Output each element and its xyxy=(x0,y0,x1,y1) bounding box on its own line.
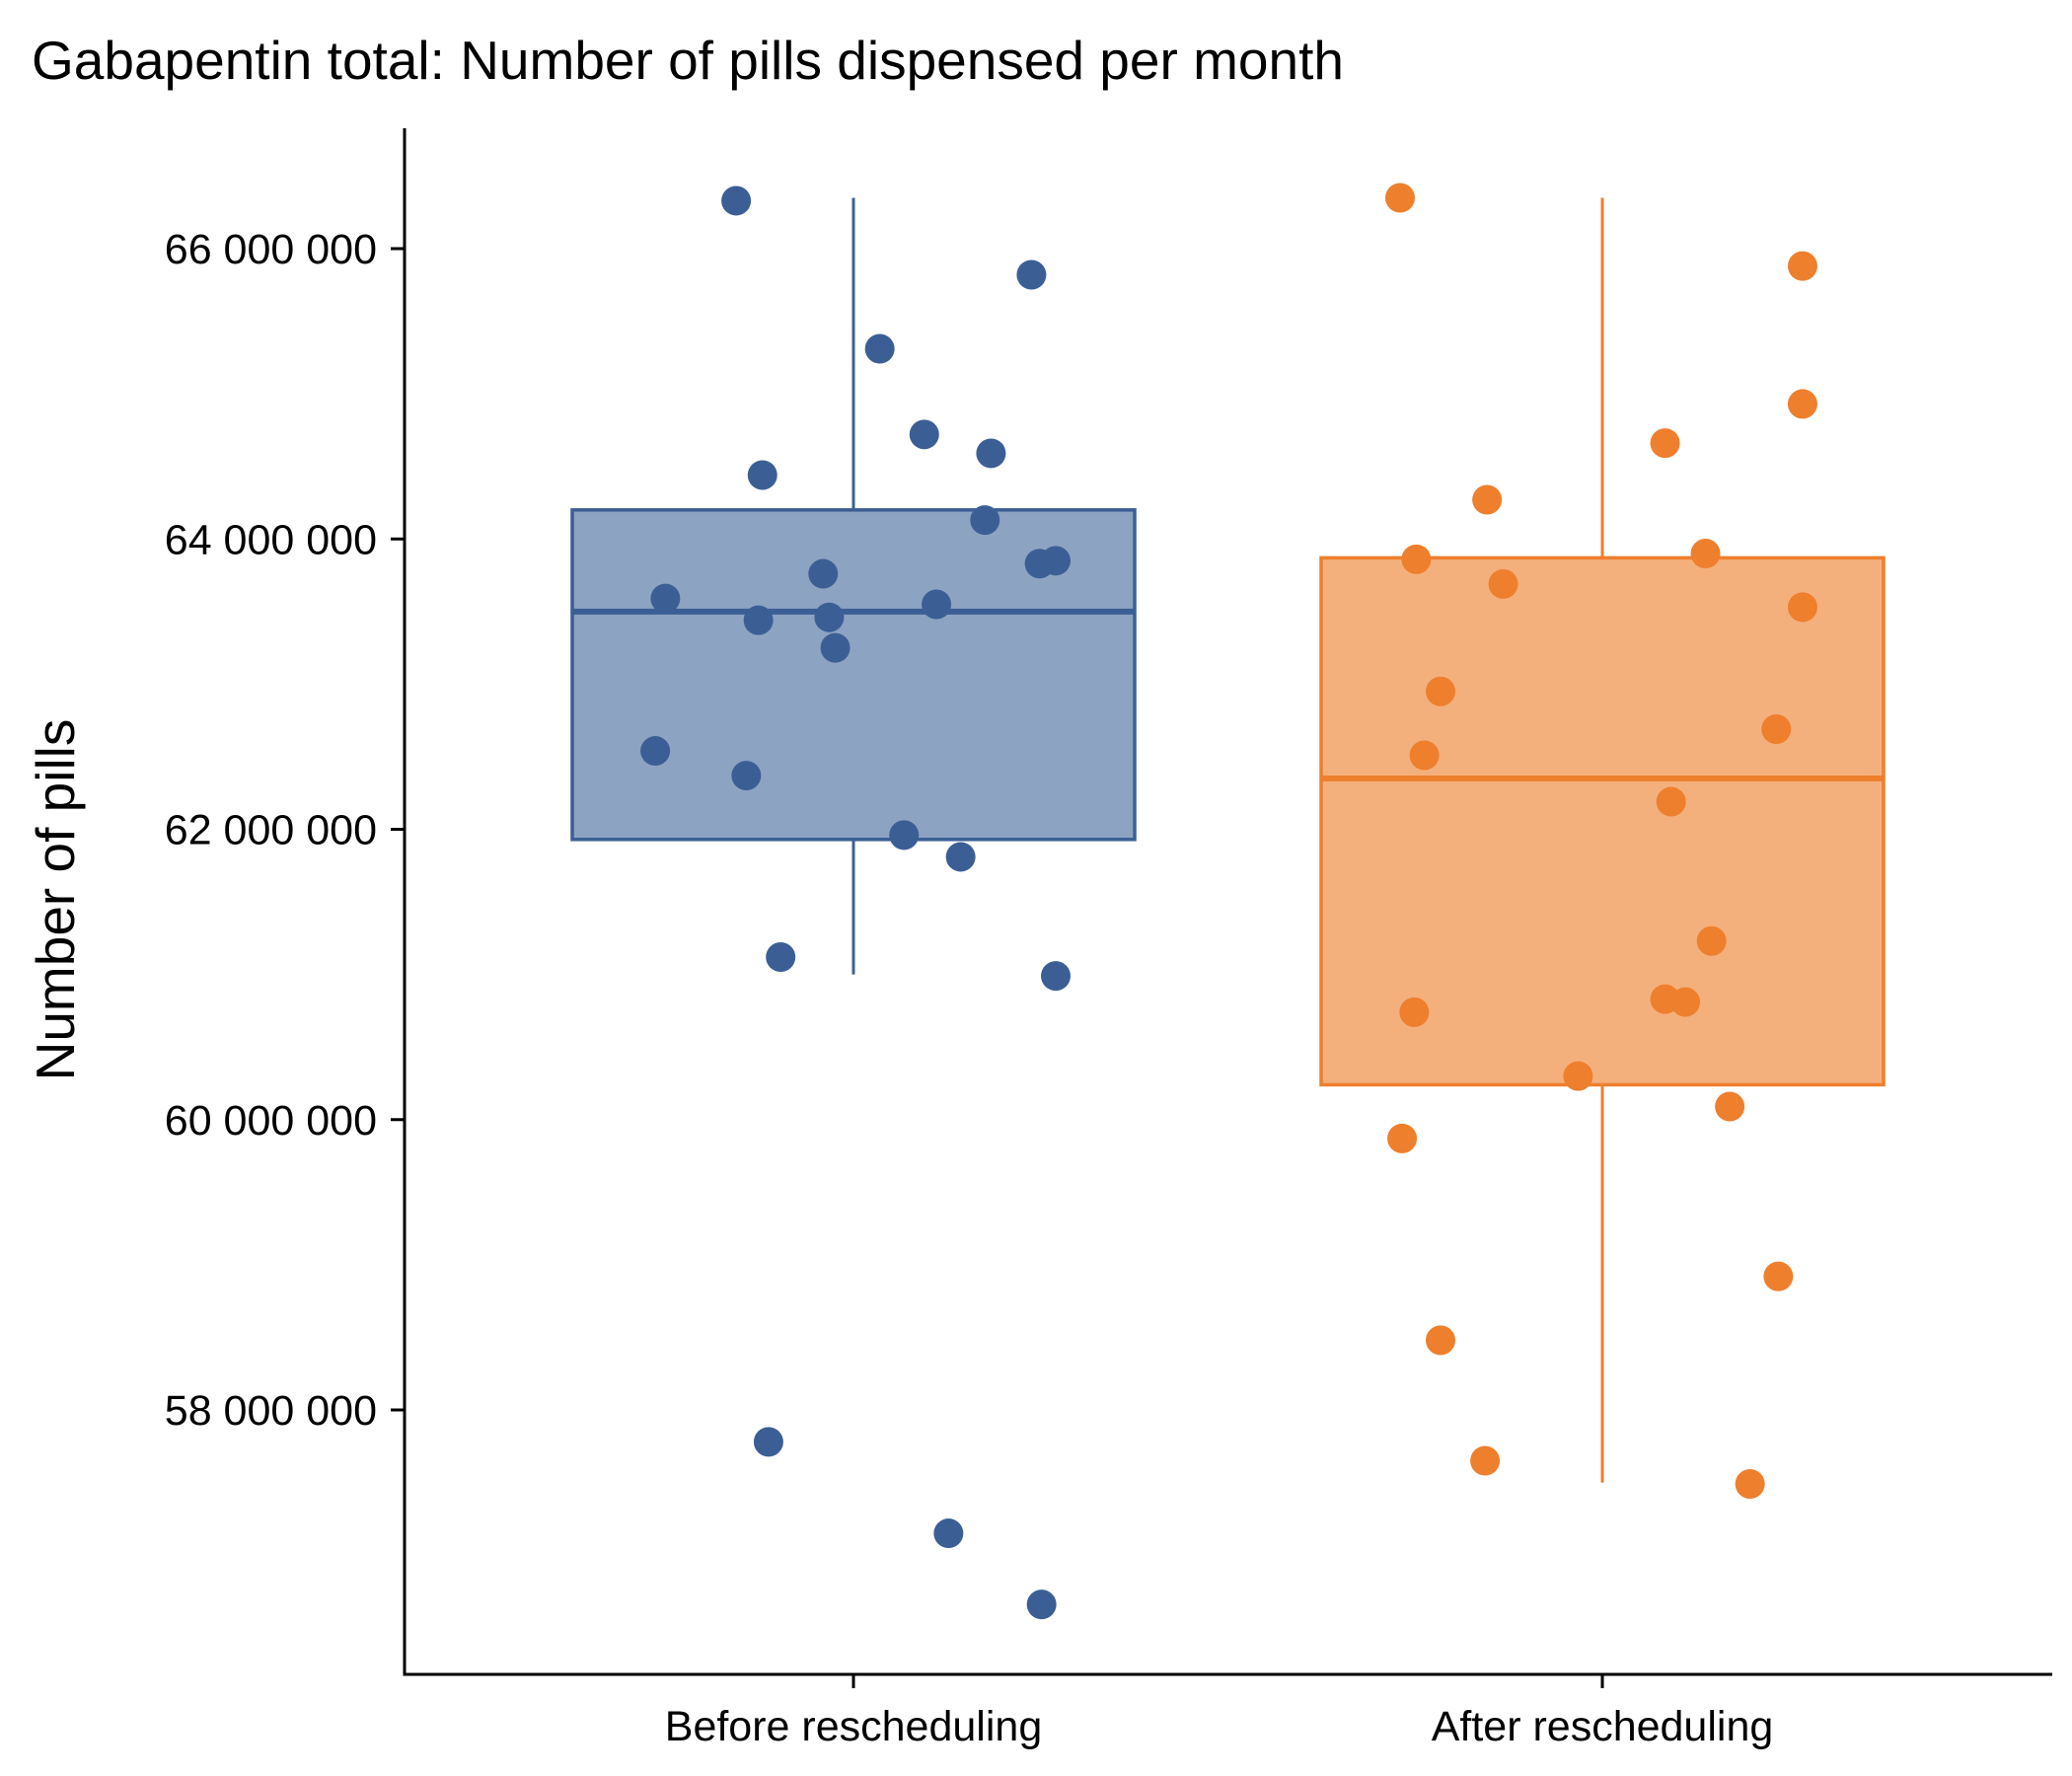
y-tick-label: 60 000 000 xyxy=(165,1097,377,1145)
data-point-after xyxy=(1426,1325,1455,1356)
data-point-before xyxy=(820,632,851,663)
data-point-before xyxy=(1026,1590,1057,1620)
data-point-before xyxy=(909,419,939,450)
y-tick-label: 66 000 000 xyxy=(165,226,377,273)
data-point-before xyxy=(747,460,777,490)
data-point-after xyxy=(1670,987,1701,1017)
y-tick-label: 62 000 000 xyxy=(165,807,377,854)
plot-area xyxy=(570,183,1886,1620)
data-point-after xyxy=(1488,568,1518,599)
data-point-after xyxy=(1470,1445,1501,1476)
data-point-after xyxy=(1387,1123,1418,1153)
data-point-after xyxy=(1696,925,1727,956)
data-point-after xyxy=(1385,183,1415,213)
data-point-after xyxy=(1761,713,1792,744)
chart-title: Gabapentin total: Number of pills dispen… xyxy=(32,30,1344,91)
data-point-after xyxy=(1399,997,1430,1027)
box-after xyxy=(1319,555,1886,1087)
data-point-after xyxy=(1650,428,1680,459)
data-point-before xyxy=(743,605,774,635)
data-point-before xyxy=(1016,259,1047,290)
data-point-before xyxy=(922,589,952,620)
data-point-after xyxy=(1690,538,1721,568)
data-point-after xyxy=(1715,1091,1745,1122)
data-point-before xyxy=(753,1427,783,1457)
x-tick-label: After rescheduling xyxy=(1432,1703,1774,1750)
data-point-before xyxy=(1041,961,1071,992)
data-point-before xyxy=(970,505,1000,536)
series-before xyxy=(570,185,1137,1620)
x-tick-label: Before rescheduling xyxy=(665,1703,1042,1750)
data-point-before xyxy=(864,333,895,364)
data-point-after xyxy=(1563,1061,1593,1091)
data-point-before xyxy=(640,736,671,767)
data-point-after xyxy=(1763,1261,1794,1292)
data-point-before xyxy=(650,583,681,614)
data-point-before xyxy=(766,941,796,972)
data-point-after xyxy=(1735,1469,1765,1500)
data-point-before xyxy=(889,820,920,851)
data-point-after xyxy=(1472,484,1503,515)
data-point-before xyxy=(808,558,839,589)
data-point-before xyxy=(731,761,762,791)
y-axis-label: Number of pills xyxy=(25,719,86,1081)
data-point-after xyxy=(1787,389,1817,419)
data-point-before xyxy=(814,602,845,632)
data-point-after xyxy=(1426,676,1455,706)
data-point-after xyxy=(1409,740,1440,771)
data-point-after xyxy=(1787,251,1817,281)
data-point-before xyxy=(933,1518,964,1549)
data-point-before xyxy=(945,842,976,872)
axes: 58 000 000 60 000 000 62 000 000 64 000 000… xyxy=(165,128,2052,1750)
y-tick-label: 58 000 000 xyxy=(165,1387,377,1435)
data-point-before xyxy=(976,438,1006,469)
data-point-after xyxy=(1656,786,1686,817)
series-after xyxy=(1319,183,1886,1500)
y-tick-label: 64 000 000 xyxy=(165,516,377,563)
data-point-after xyxy=(1787,592,1817,623)
data-point-after xyxy=(1401,544,1432,574)
data-point-before xyxy=(1024,549,1055,579)
data-point-before xyxy=(721,185,752,216)
